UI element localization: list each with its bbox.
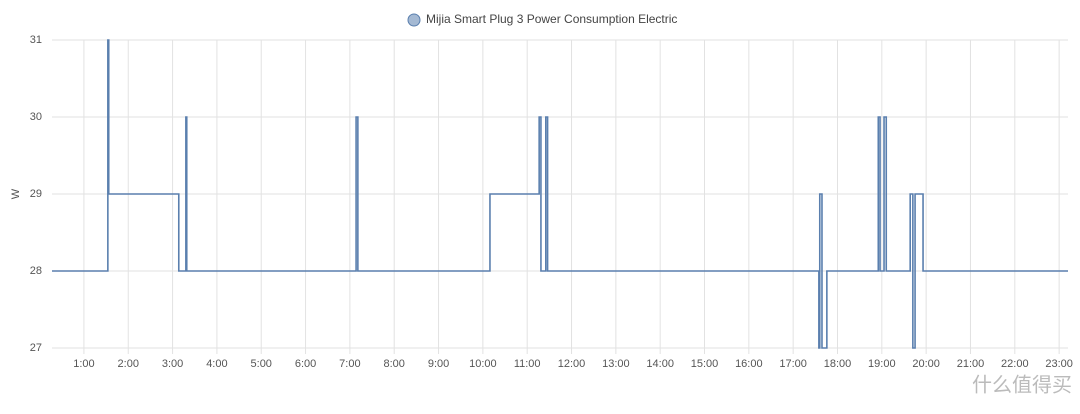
x-tick-label: 22:00	[1001, 358, 1029, 370]
x-tick-label: 1:00	[73, 358, 94, 370]
x-tick-label: 6:00	[295, 358, 316, 370]
x-tick-label: 19:00	[868, 358, 896, 370]
legend-marker	[407, 13, 421, 27]
x-tick-label: 5:00	[251, 358, 272, 370]
legend-label: Mijia Smart Plug 3 Power Consumption Ele…	[426, 12, 677, 26]
y-tick-label: 28	[30, 265, 42, 277]
x-tick-label: 15:00	[691, 358, 719, 370]
y-tick-label: 30	[30, 111, 42, 123]
x-tick-label: 7:00	[339, 358, 360, 370]
x-tick-label: 20:00	[912, 358, 940, 370]
x-tick-label: 12:00	[558, 358, 586, 370]
x-tick-label: 3:00	[162, 358, 183, 370]
y-tick-label: 31	[30, 34, 42, 46]
series-line	[52, 39, 1068, 349]
y-axis-label: W	[10, 188, 22, 199]
y-tick-label: 29	[30, 188, 42, 200]
x-tick-label: 4:00	[206, 358, 227, 370]
x-tick-label: 2:00	[118, 358, 139, 370]
x-tick-label: 13:00	[602, 358, 630, 370]
x-tick-label: 11:00	[514, 358, 541, 370]
watermark: 什么值得买	[972, 373, 1072, 396]
x-tick-label: 18:00	[824, 358, 852, 370]
x-tick-label: 14:00	[646, 358, 674, 370]
y-tick-label: 27	[30, 342, 42, 354]
x-tick-label: 8:00	[384, 358, 405, 370]
x-tick-label: 23:00	[1045, 358, 1073, 370]
x-tick-label: 16:00	[735, 358, 763, 370]
x-tick-label: 10:00	[469, 358, 497, 370]
x-tick-label: 21:00	[957, 358, 985, 370]
x-tick-label: 17:00	[779, 358, 807, 370]
x-tick-label: 9:00	[428, 358, 449, 370]
